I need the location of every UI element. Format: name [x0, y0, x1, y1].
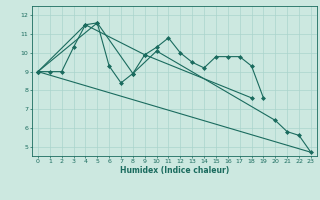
X-axis label: Humidex (Indice chaleur): Humidex (Indice chaleur) — [120, 166, 229, 175]
